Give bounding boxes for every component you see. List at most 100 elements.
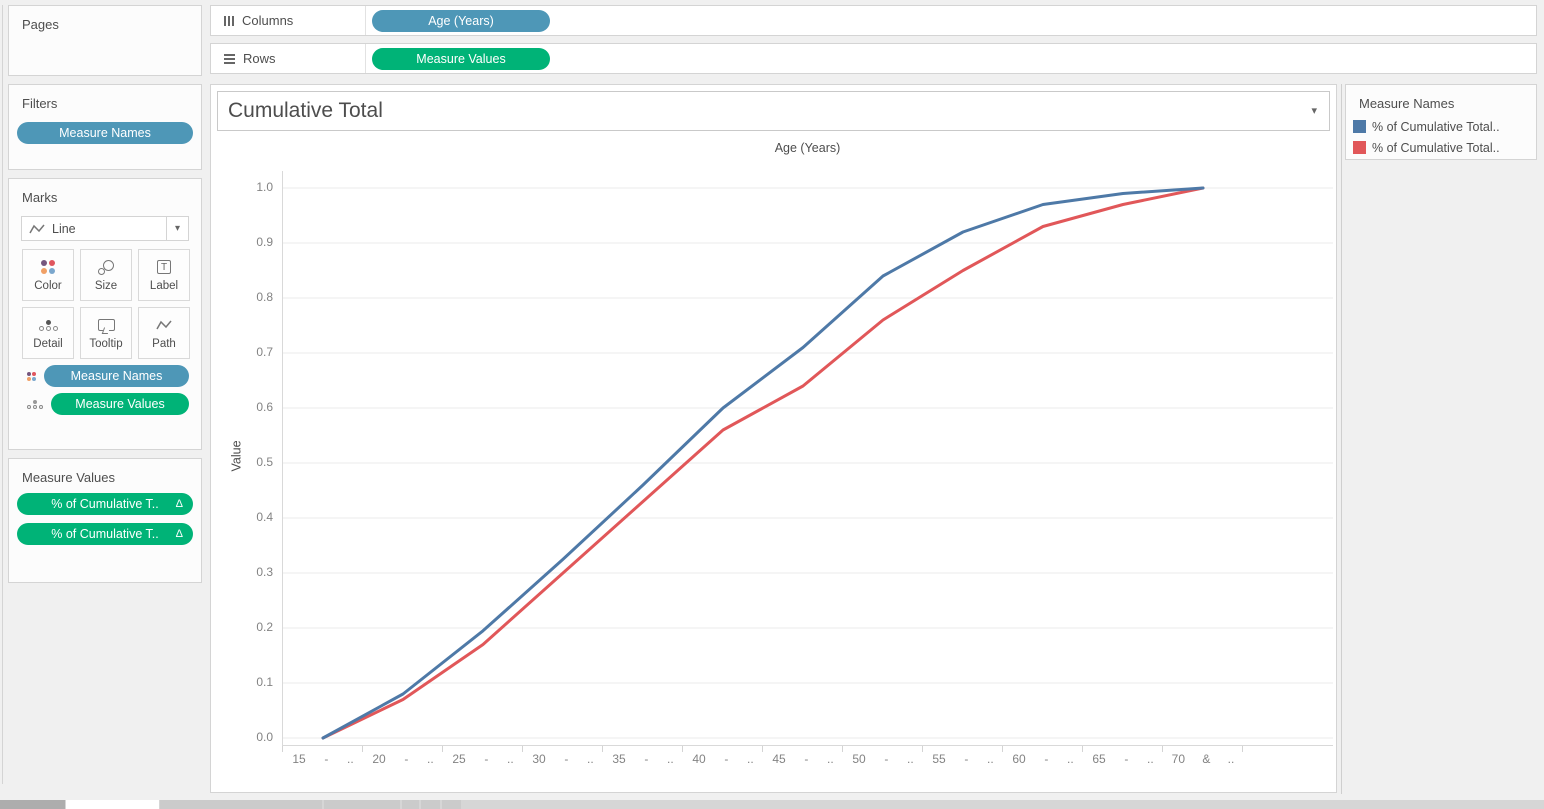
x-tick-label: 20-.. <box>372 752 434 766</box>
sheet-view: Cumulative Total ▾ Age (Years) Value 0.0… <box>210 84 1337 793</box>
left-edge-divider <box>2 5 3 784</box>
detail-icon <box>38 316 58 334</box>
x-axis-tick <box>442 746 443 752</box>
x-axis-tick <box>1002 746 1003 752</box>
x-tick-label: 50-.. <box>852 752 914 766</box>
path-icon <box>155 316 173 334</box>
x-axis-tick <box>1082 746 1083 752</box>
tab-segment[interactable] <box>160 800 322 809</box>
y-tick-label: 0.9 <box>256 235 273 249</box>
x-tick-label: 15-.. <box>292 752 354 766</box>
tab-segment[interactable] <box>402 800 419 809</box>
color-button[interactable]: Color <box>22 249 74 301</box>
legend-title: Measure Names <box>1359 96 1455 111</box>
x-axis-tick <box>682 746 683 752</box>
x-tick-label: 40-.. <box>692 752 754 766</box>
delta-icon: Δ <box>175 528 183 540</box>
y-tick-label: 0.7 <box>256 345 273 359</box>
rows-shelf[interactable]: Rows Measure Values <box>210 43 1537 74</box>
legend-label: % of Cumulative Total.. <box>1372 140 1500 155</box>
measure-values-card: Measure Values % of Cumulative T.. Δ % o… <box>8 458 202 583</box>
y-tick-label: 0.6 <box>256 400 273 414</box>
columns-pill-age-years[interactable]: Age (Years) <box>372 9 550 32</box>
panel-splitter[interactable] <box>1341 84 1342 794</box>
delta-icon: Δ <box>175 498 183 510</box>
rows-label: Rows <box>243 51 276 66</box>
legend-swatch <box>1353 120 1366 133</box>
legend-swatch <box>1353 141 1366 154</box>
legend-item-blue[interactable]: % of Cumulative Total.. <box>1346 116 1536 137</box>
size-button[interactable]: Size <box>80 249 132 301</box>
measure-values-title: Measure Values <box>22 470 115 485</box>
tab-segment-active[interactable] <box>66 800 159 809</box>
filter-pill-measure-names[interactable]: Measure Names <box>17 122 193 144</box>
x-tick-label: 70 &.. <box>1171 752 1235 766</box>
marks-pill-measure-names[interactable]: Measure Names <box>44 365 189 387</box>
pages-title: Pages <box>22 17 59 32</box>
path-button[interactable]: Path <box>138 307 190 359</box>
x-tick-label: 45-.. <box>772 752 834 766</box>
color-icon <box>41 258 55 276</box>
legend-item-red[interactable]: % of Cumulative Total.. <box>1346 137 1536 158</box>
y-tick-label: 0.4 <box>256 510 273 524</box>
x-tick-label: 25-.. <box>452 752 514 766</box>
tab-segment[interactable] <box>324 800 400 809</box>
sheet-title[interactable]: Cumulative Total <box>228 99 383 122</box>
filters-shelf[interactable]: Filters Measure Names <box>8 84 202 170</box>
x-axis-tick <box>522 746 523 752</box>
pages-shelf[interactable]: Pages <box>8 5 202 76</box>
measure-pill-2[interactable]: % of Cumulative T.. Δ <box>17 523 193 545</box>
x-axis-tick <box>922 746 923 752</box>
sheet-title-bar[interactable]: Cumulative Total ▾ <box>217 91 1330 131</box>
tab-segment[interactable] <box>0 800 65 809</box>
x-tick-label: 30-.. <box>532 752 594 766</box>
x-axis-tick <box>762 746 763 752</box>
y-tick-label: 1.0 <box>256 180 273 194</box>
label-button[interactable]: T Label <box>138 249 190 301</box>
marks-pill-measure-values[interactable]: Measure Values <box>51 393 189 415</box>
y-tick-label: 0.8 <box>256 290 273 304</box>
marks-buttons: Color Size T Label Detail Tooltip <box>22 249 201 359</box>
x-axis-tick <box>842 746 843 752</box>
chevron-down-icon[interactable]: ▾ <box>1311 105 1317 117</box>
x-axis-tick <box>282 746 283 752</box>
y-tick-label: 0.0 <box>256 730 273 744</box>
y-axis-tick-labels: 0.0 0.1 0.2 0.3 0.4 0.5 0.6 0.7 0.8 0.9 1.0 <box>239 171 273 746</box>
tooltip-button[interactable]: Tooltip <box>80 307 132 359</box>
label-icon: T <box>157 258 171 276</box>
x-axis-tick <box>362 746 363 752</box>
tab-segment[interactable] <box>463 800 1544 809</box>
y-tick-label: 0.1 <box>256 675 273 689</box>
measure-names-legend: Measure Names % of Cumulative Total..% o… <box>1345 84 1537 160</box>
x-tick-label: 55-.. <box>932 752 994 766</box>
x-tick-label: 60-.. <box>1012 752 1074 766</box>
measure-pill-1[interactable]: % of Cumulative T.. Δ <box>17 493 193 515</box>
filters-title: Filters <box>22 96 58 111</box>
detail-icon <box>27 399 43 409</box>
x-axis-tick <box>1242 746 1243 752</box>
tooltip-icon <box>97 316 115 334</box>
legend-entries: % of Cumulative Total.. % of Cumulative T… <box>1346 116 1536 158</box>
marks-title: Marks <box>22 190 58 205</box>
detail-button[interactable]: Detail <box>22 307 74 359</box>
x-axis-tick <box>1162 746 1163 752</box>
y-tick-label: 0.5 <box>256 455 273 469</box>
columns-shelf[interactable]: Columns Age (Years) <box>210 5 1537 36</box>
size-icon <box>98 258 114 276</box>
rows-icon <box>224 53 235 64</box>
columns-icon <box>224 15 234 26</box>
sheet-tab-strip[interactable] <box>0 800 1544 809</box>
tab-segment[interactable] <box>421 800 440 809</box>
x-tick-label: 65-.. <box>1092 752 1154 766</box>
series-line-red[interactable] <box>321 186 1205 740</box>
x-axis-tick <box>602 746 603 752</box>
rows-pill-measure-values[interactable]: Measure Values <box>372 47 550 70</box>
plot-area[interactable] <box>282 171 1333 746</box>
mark-type-dropdown[interactable]: Line ▾ <box>21 216 189 241</box>
mark-type-caret-button[interactable]: ▾ <box>166 217 188 240</box>
series-line-blue[interactable] <box>321 186 1205 740</box>
marks-card: Marks Line ▾ Color Size T <box>8 178 202 450</box>
x-axis-title: Age (Years) <box>774 141 841 155</box>
tab-segment[interactable] <box>442 800 461 809</box>
